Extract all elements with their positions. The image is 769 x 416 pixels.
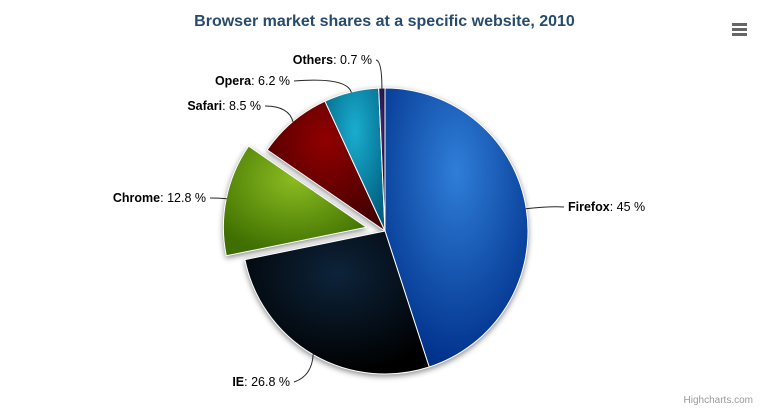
label-connector-others [375,59,383,89]
credits-link[interactable]: Highcharts.com [683,395,753,406]
data-label-others: Others: 0.7 % [293,53,372,67]
data-label-chrome: Chrome: 12.8 % [113,191,206,205]
export-context-menu-button[interactable] [729,20,750,39]
data-label-connectors [209,59,565,383]
label-connector-opera [293,79,352,93]
data-label-safari: Safari: 8.5 % [187,99,261,113]
hamburger-icon [732,23,747,36]
label-connector-chrome [209,197,227,200]
data-labels: Firefox: 45 % IE: 26.8 % Chrome: 12.8 % Saf… [113,53,645,389]
data-label-firefox: Firefox: 45 % [568,200,645,214]
pie-series [222,87,529,375]
label-connector-safari [264,105,294,123]
label-connector-firefox [525,206,565,210]
data-label-ie: IE: 26.8 % [232,375,290,389]
data-label-opera: Opera: 6.2 % [215,74,290,88]
label-connector-ie [293,354,314,383]
chart-title: Browser market shares at a specific webs… [194,13,575,30]
